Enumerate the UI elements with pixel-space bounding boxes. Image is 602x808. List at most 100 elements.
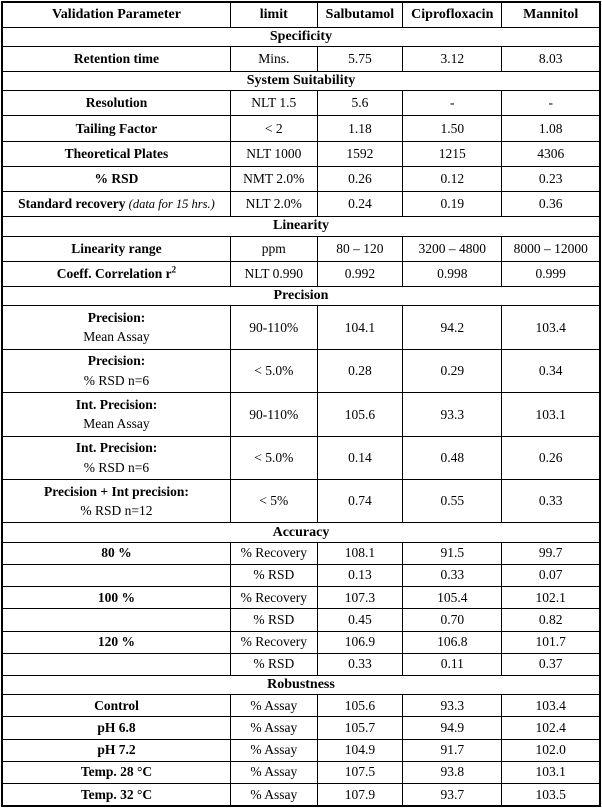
param-cell: 120 % [1, 630, 231, 654]
param-label: Temp. 32 °C [80, 786, 153, 802]
value-cell: 80 – 120 [316, 235, 404, 262]
param-label: Linearity range [71, 240, 162, 256]
limit-cell: % Recovery [229, 630, 318, 654]
header-validation-parameter: Validation Parameter [1, 1, 231, 28]
param-label: Standard recovery [18, 196, 126, 212]
param-label: Theoretical Plates [64, 145, 169, 161]
value-cell: 104.9 [316, 738, 404, 762]
value-cell: 91.7 [402, 738, 503, 762]
param-cell [1, 652, 231, 676]
limit-cell: < 5.0% [229, 348, 318, 394]
table-row: % RSD NMT 2.0% 0.26 0.12 0.23 [1, 165, 601, 193]
header-ciprofloxacin: Ciprofloxacin [402, 1, 503, 28]
limit-cell: NLT 2.0% [229, 191, 318, 218]
value-cell: 1215 [402, 140, 503, 167]
value-cell: 3200 – 4800 [402, 235, 503, 262]
value-cell: 107.3 [316, 586, 404, 610]
value-cell: 0.07 [501, 563, 601, 588]
value-cell: 0.70 [402, 608, 503, 632]
param-cell: Temp. 32 °C [1, 783, 231, 807]
param-cell: Theoretical Plates [1, 140, 231, 167]
value-cell: 0.23 [501, 165, 601, 193]
param-cell: Precision: Mean Assay [1, 305, 231, 350]
value-cell: 104.1 [316, 305, 404, 350]
value-cell: 0.29 [402, 348, 503, 394]
param-label: 120 % [97, 634, 136, 650]
limit-cell: % Assay [229, 694, 318, 718]
section-title: Linearity [1, 216, 601, 237]
param-subline: % RSD n=6 [83, 372, 150, 388]
table-body: Specificity Retention time Mins. 5.75 3.12 8.… [1, 26, 601, 807]
table-row: Theoretical Plates NLT 1000 1592 1215 4306 [1, 140, 601, 167]
value-cell: 0.28 [316, 348, 404, 394]
table-row: 80 % % Recovery 108.1 91.5 99.7 [1, 541, 601, 565]
value-cell: 105.6 [316, 694, 404, 718]
limit-cell: 90-110% [229, 392, 318, 437]
param-cell: Standard recovery (data for 15 hrs.) [1, 191, 231, 218]
value-cell: 0.14 [316, 435, 404, 481]
section-row: Robustness [1, 674, 601, 696]
header-salbutamol: Salbutamol [316, 1, 404, 28]
param-superscript: 2 [171, 264, 177, 275]
section-row: Precision [1, 286, 601, 307]
value-cell: 0.33 [316, 652, 404, 676]
param-label: Retention time [73, 50, 160, 66]
section-title: Precision [1, 286, 601, 307]
value-cell: 0.19 [402, 191, 503, 218]
header-row: Validation Parameter limit Salbutamol Ci… [1, 1, 601, 28]
section-row: Linearity [1, 216, 601, 237]
param-cell: Precision: % RSD n=6 [1, 348, 231, 394]
value-cell: 3.12 [402, 45, 503, 72]
limit-cell: % Assay [229, 760, 318, 785]
value-cell: 0.48 [402, 435, 503, 481]
value-cell: 106.8 [402, 630, 503, 654]
param-subline: Mean Assay [83, 416, 150, 432]
value-cell: 1.50 [402, 115, 503, 142]
value-cell: 5.75 [316, 45, 404, 72]
value-cell: 4306 [501, 140, 601, 167]
param-label: Precision: [87, 309, 146, 325]
param-cell: Coeff. Correlation r2 [1, 260, 231, 288]
section-title: Robustness [1, 674, 601, 696]
value-cell: 0.26 [316, 165, 404, 193]
value-cell: 103.4 [501, 694, 601, 718]
limit-cell: % RSD [229, 652, 318, 676]
limit-cell: Mins. [229, 45, 318, 72]
limit-cell: % Recovery [229, 541, 318, 565]
table-row: % RSD 0.45 0.70 0.82 [1, 608, 601, 632]
limit-cell: NLT 1.5 [229, 90, 318, 117]
table-row: Precision + Int precision: % RSD n=12 < 5%… [1, 478, 601, 524]
limit-cell: % RSD [229, 563, 318, 588]
value-cell: 103.4 [501, 305, 601, 350]
value-cell: 8000 – 12000 [501, 235, 601, 262]
value-cell: 103.1 [501, 392, 601, 437]
param-label: Coeff. Correlation r [56, 265, 172, 281]
param-label: Int. Precision: [75, 396, 158, 412]
table-row: Standard recovery (data for 15 hrs.) NLT … [1, 191, 601, 218]
limit-cell: NLT 0.990 [229, 260, 318, 288]
value-cell: 102.1 [501, 586, 601, 610]
value-cell: 108.1 [316, 541, 404, 565]
table-row: pH 7.2 % Assay 104.9 91.7 102.0 [1, 738, 601, 762]
value-cell: - [501, 90, 601, 117]
value-cell: 0.33 [402, 563, 503, 588]
value-cell: 107.9 [316, 783, 404, 807]
header-mannitol: Mannitol [501, 1, 601, 28]
limit-cell: % Assay [229, 738, 318, 762]
table-row: Temp. 32 °C % Assay 107.9 93.7 103.5 [1, 783, 601, 807]
value-cell: 0.55 [402, 478, 503, 524]
table-row: pH 6.8 % Assay 105.7 94.9 102.4 [1, 716, 601, 740]
table-row: 100 % % Recovery 107.3 105.4 102.1 [1, 586, 601, 610]
section-title: System Suitability [1, 70, 601, 92]
param-label: Control [94, 697, 139, 713]
value-cell: 105.6 [316, 392, 404, 437]
limit-cell: 90-110% [229, 305, 318, 350]
value-cell: 105.7 [316, 716, 404, 740]
param-label: Resolution [85, 95, 148, 111]
value-cell: 0.24 [316, 191, 404, 218]
value-cell: 99.7 [501, 541, 601, 565]
param-cell: Retention time [1, 45, 231, 72]
table-row: Control % Assay 105.6 93.3 103.4 [1, 694, 601, 718]
